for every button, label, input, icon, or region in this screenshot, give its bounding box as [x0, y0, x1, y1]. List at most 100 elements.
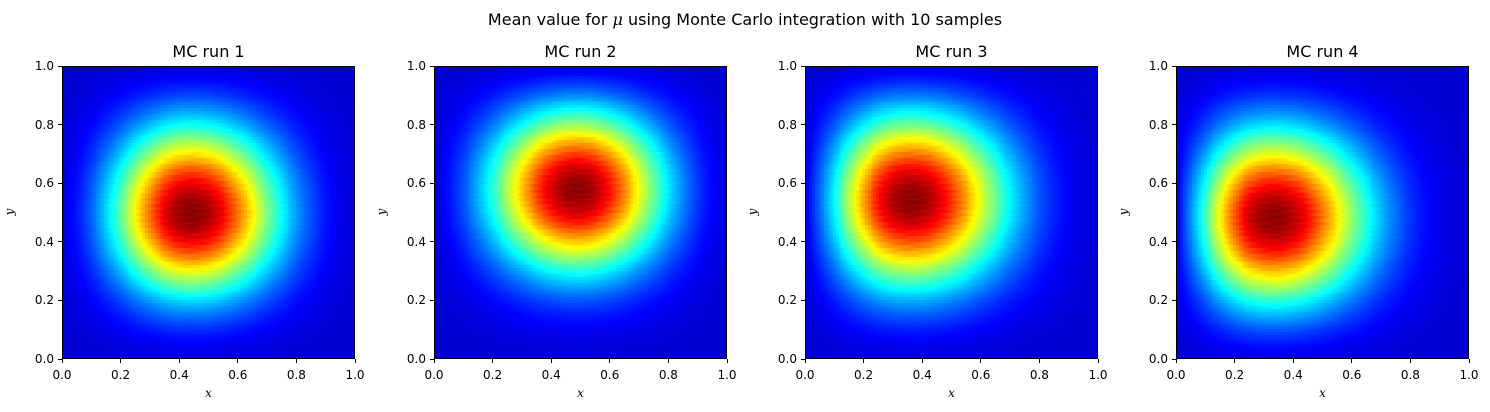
- subplot-panel-4: MC run 4 x y 0.0 0.2 0.4 0.6 0.8 1.0 0.0 0.2 0.4…: [1116, 0, 1478, 412]
- x-tick-label: 0.4: [169, 368, 189, 382]
- x-axis-label: x: [948, 386, 955, 400]
- y-tick-label: 1.0: [777, 59, 797, 73]
- x-tick-mark: [1234, 359, 1236, 363]
- y-tick-mark: [430, 65, 434, 67]
- y-axis-label: y: [745, 208, 760, 216]
- y-tick-label: 0.8: [34, 117, 54, 132]
- x-tick-mark: [921, 359, 923, 363]
- y-tick-mark: [1172, 124, 1176, 126]
- x-axis-label: x: [205, 386, 212, 400]
- y-tick-mark: [58, 124, 62, 126]
- x-tick-mark: [1351, 359, 1353, 363]
- x-tick-label: 0.0: [424, 368, 444, 382]
- x-tick-mark: [295, 359, 297, 363]
- x-tick-label: 0.8: [658, 368, 678, 382]
- y-tick-mark: [801, 241, 805, 243]
- x-tick-label: 0.2: [111, 368, 131, 382]
- x-tick-mark: [1292, 359, 1294, 363]
- y-tick-label: 0.2: [406, 293, 426, 308]
- y-axis-label: y: [374, 208, 389, 216]
- x-tick-mark: [667, 359, 669, 363]
- y-tick-mark: [1172, 182, 1176, 184]
- y-tick-label: 0.0: [34, 352, 54, 366]
- subplot-title: MC run 1: [172, 42, 245, 61]
- x-tick-label: 1.0: [1088, 368, 1108, 382]
- x-tick-mark: [1038, 359, 1040, 363]
- x-tick-mark: [1097, 359, 1099, 363]
- y-tick-label: 1.0: [406, 59, 426, 73]
- x-tick-label: 1.0: [717, 368, 737, 382]
- figure-title-post: using Monte Carlo integration with 10 sa…: [622, 10, 1003, 29]
- y-tick-label: 0.8: [777, 117, 797, 132]
- x-tick-label: 0.4: [541, 368, 561, 382]
- x-tick-label: 0.4: [1283, 368, 1303, 382]
- y-tick-mark: [58, 241, 62, 243]
- subplot-title: MC run 4: [1286, 42, 1359, 61]
- y-tick-label: 0.8: [1148, 117, 1168, 132]
- y-tick-label: 0.8: [406, 117, 426, 132]
- x-tick-mark: [726, 359, 728, 363]
- x-tick-mark: [1175, 359, 1177, 363]
- y-tick-label: 0.6: [406, 176, 426, 191]
- x-tick-label: 0.2: [483, 368, 503, 382]
- y-tick-mark: [801, 358, 805, 360]
- x-tick-mark: [354, 359, 356, 363]
- x-tick-label: 0.0: [795, 368, 815, 382]
- x-tick-mark: [120, 359, 122, 363]
- y-axis-label: y: [2, 208, 17, 216]
- y-tick-mark: [1172, 65, 1176, 67]
- x-tick-mark: [863, 359, 865, 363]
- y-tick-label: 0.6: [1148, 176, 1168, 191]
- x-tick-mark: [609, 359, 611, 363]
- y-tick-label: 0.2: [777, 293, 797, 308]
- heatmap-image: [63, 67, 354, 358]
- y-tick-label: 0.0: [1148, 352, 1168, 366]
- y-tick-mark: [430, 299, 434, 301]
- x-tick-label: 0.8: [1029, 368, 1049, 382]
- heatmap-axes: [1176, 66, 1469, 359]
- x-tick-label: 1.0: [1459, 368, 1479, 382]
- heatmap-axes: [434, 66, 727, 359]
- heatmap-axes: [62, 66, 355, 359]
- y-tick-mark: [430, 124, 434, 126]
- y-tick-label: 0.0: [406, 352, 426, 366]
- y-tick-mark: [801, 182, 805, 184]
- y-tick-mark: [430, 241, 434, 243]
- x-tick-mark: [178, 359, 180, 363]
- y-tick-mark: [801, 299, 805, 301]
- figure-title-mu: μ: [612, 10, 623, 29]
- x-tick-label: 0.6: [971, 368, 991, 382]
- y-tick-mark: [58, 299, 62, 301]
- y-tick-mark: [58, 65, 62, 67]
- y-tick-mark: [1172, 358, 1176, 360]
- x-tick-label: 0.6: [1342, 368, 1362, 382]
- y-tick-mark: [58, 358, 62, 360]
- y-tick-mark: [58, 182, 62, 184]
- y-tick-label: 0.2: [1148, 293, 1168, 308]
- x-tick-label: 0.8: [286, 368, 306, 382]
- x-tick-mark: [550, 359, 552, 363]
- heatmap-image: [1177, 67, 1468, 358]
- subplot-title: MC run 3: [915, 42, 988, 61]
- x-tick-label: 1.0: [345, 368, 365, 382]
- y-tick-mark: [1172, 299, 1176, 301]
- x-tick-mark: [1468, 359, 1470, 363]
- x-tick-label: 0.4: [912, 368, 932, 382]
- subplot-panel-2: MC run 2 x y 0.0 0.2 0.4 0.6 0.8 1.0 0.0 0.2 0.4…: [374, 0, 736, 412]
- y-tick-label: 0.4: [1148, 234, 1168, 249]
- y-tick-label: 1.0: [34, 59, 54, 73]
- heatmap-image: [435, 67, 726, 358]
- x-axis-label: x: [577, 386, 584, 400]
- y-tick-mark: [430, 358, 434, 360]
- x-tick-label: 0.2: [1225, 368, 1245, 382]
- y-tick-label: 0.4: [34, 234, 54, 249]
- x-tick-label: 0.8: [1400, 368, 1420, 382]
- figure-title: Mean value for μ using Monte Carlo integ…: [0, 10, 1490, 30]
- subplot-panel-1: MC run 1 x y 0.0 0.2 0.4 0.6 0.8 1.0 0.0 0.2 0.4…: [2, 0, 364, 412]
- x-tick-mark: [237, 359, 239, 363]
- y-tick-label: 0.6: [34, 176, 54, 191]
- x-tick-label: 0.0: [1166, 368, 1186, 382]
- y-tick-mark: [801, 65, 805, 67]
- subplot-panel-3: MC run 3 x y 0.0 0.2 0.4 0.6 0.8 1.0 0.0 0.2 0.4…: [745, 0, 1107, 412]
- x-tick-label: 0.6: [600, 368, 620, 382]
